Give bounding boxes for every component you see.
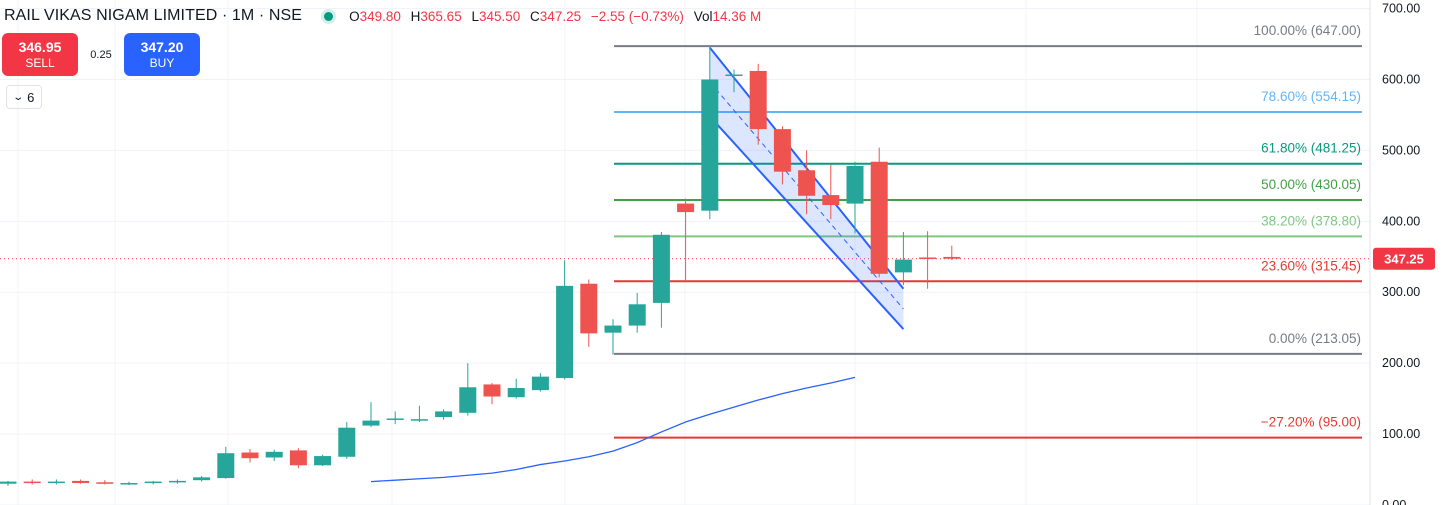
candle-body bbox=[604, 325, 622, 333]
candle-body bbox=[798, 170, 816, 196]
candle-body bbox=[652, 234, 670, 303]
low-value: 345.50 bbox=[478, 8, 521, 24]
y-tick-label: 100.00 bbox=[1382, 427, 1420, 441]
sell-button[interactable]: 346.95 SELL bbox=[2, 33, 78, 76]
candle-body bbox=[580, 283, 598, 334]
candle-body bbox=[120, 483, 138, 485]
candle-body bbox=[410, 419, 428, 421]
spread-value: 0.25 bbox=[90, 48, 112, 61]
fib-level-label: 23.60% (315.45) bbox=[1261, 258, 1361, 273]
fib-level-label: 38.20% (378.80) bbox=[1261, 213, 1361, 228]
candle-body bbox=[193, 477, 211, 481]
candle-body bbox=[23, 481, 41, 484]
candle-body bbox=[749, 70, 767, 130]
last-price-label: 347.25 bbox=[1384, 252, 1424, 267]
fib-level-label: 61.80% (481.25) bbox=[1261, 141, 1361, 156]
open-value: 349.80 bbox=[359, 8, 401, 24]
close-value: 347.25 bbox=[539, 8, 582, 24]
change-value: −2.55 (−0.73%) bbox=[590, 8, 684, 24]
candle-body bbox=[72, 480, 90, 484]
candle-body bbox=[773, 129, 791, 172]
fib-level-label: 0.00% (213.05) bbox=[1269, 331, 1361, 346]
market-status-icon bbox=[324, 11, 334, 21]
channel-median-line bbox=[709, 81, 904, 310]
y-tick-label: 700.00 bbox=[1382, 2, 1420, 16]
buy-button[interactable]: 347.20 BUY bbox=[124, 33, 200, 76]
candle-body bbox=[556, 285, 574, 379]
candle-body bbox=[701, 79, 719, 211]
fib-level-label: 78.60% (554.15) bbox=[1261, 89, 1361, 104]
candle-body bbox=[168, 480, 186, 483]
channel-lower-line bbox=[709, 115, 905, 330]
candle-body bbox=[483, 384, 501, 397]
candle-body bbox=[894, 259, 912, 273]
candle-body bbox=[314, 456, 332, 466]
fib-level-label: 100.00% (647.00) bbox=[1254, 23, 1361, 38]
candle-body bbox=[725, 74, 743, 77]
candle-body bbox=[507, 387, 525, 398]
y-tick-label: 200.00 bbox=[1382, 356, 1420, 370]
candle-body bbox=[531, 376, 549, 391]
candle-body bbox=[943, 256, 961, 259]
high-value: 365.65 bbox=[420, 8, 462, 24]
candle-body bbox=[846, 166, 864, 204]
candle-body bbox=[459, 387, 477, 413]
candle-body bbox=[265, 451, 283, 458]
candle-body bbox=[362, 420, 380, 426]
y-tick-label: 600.00 bbox=[1382, 72, 1420, 86]
candle-body bbox=[386, 418, 404, 420]
symbol-header: RAIL VIKAS NIGAM LIMITED · 1M · NSE O349… bbox=[4, 5, 761, 27]
candle-body bbox=[96, 482, 114, 484]
candle-body bbox=[338, 427, 356, 457]
candle-body bbox=[822, 195, 840, 206]
indicator-count: 6 bbox=[27, 89, 35, 105]
y-tick-label: 500.00 bbox=[1382, 143, 1420, 157]
candles bbox=[0, 46, 961, 486]
candle-body bbox=[217, 453, 235, 479]
ohlc-values: O349.80 H365.65 L345.50 C347.25 −2.55 (−… bbox=[349, 8, 762, 24]
y-tick-label: 0.00 bbox=[1382, 498, 1406, 505]
y-tick-label: 400.00 bbox=[1382, 214, 1420, 228]
candle-body bbox=[47, 481, 65, 484]
candle-body bbox=[870, 161, 888, 274]
moving-average-line bbox=[370, 376, 856, 483]
candle-body bbox=[0, 481, 17, 484]
candle-body bbox=[144, 481, 162, 484]
symbol-title[interactable]: RAIL VIKAS NIGAM LIMITED · 1M · NSE bbox=[4, 7, 303, 24]
grid-lines bbox=[0, 0, 1370, 505]
last-price-tag bbox=[1373, 247, 1435, 270]
fib-level-label: −27.20% (95.00) bbox=[1261, 415, 1361, 430]
trade-panel: 346.95 SELL 0.25 347.20 BUY bbox=[2, 33, 200, 76]
indicators-toggle-button[interactable]: ⌄ 6 bbox=[6, 85, 42, 109]
chevron-down-icon: ⌄ bbox=[12, 91, 24, 103]
candle-body bbox=[241, 452, 259, 459]
candle-body bbox=[677, 203, 695, 213]
candle-body bbox=[919, 257, 937, 259]
fib-level-label: 50.00% (430.05) bbox=[1261, 177, 1361, 192]
volume-value: 14.36 M bbox=[712, 8, 762, 24]
candle-body bbox=[435, 411, 453, 418]
candle-body bbox=[289, 450, 307, 466]
candle-body bbox=[628, 304, 646, 326]
y-tick-label: 300.00 bbox=[1382, 285, 1420, 299]
